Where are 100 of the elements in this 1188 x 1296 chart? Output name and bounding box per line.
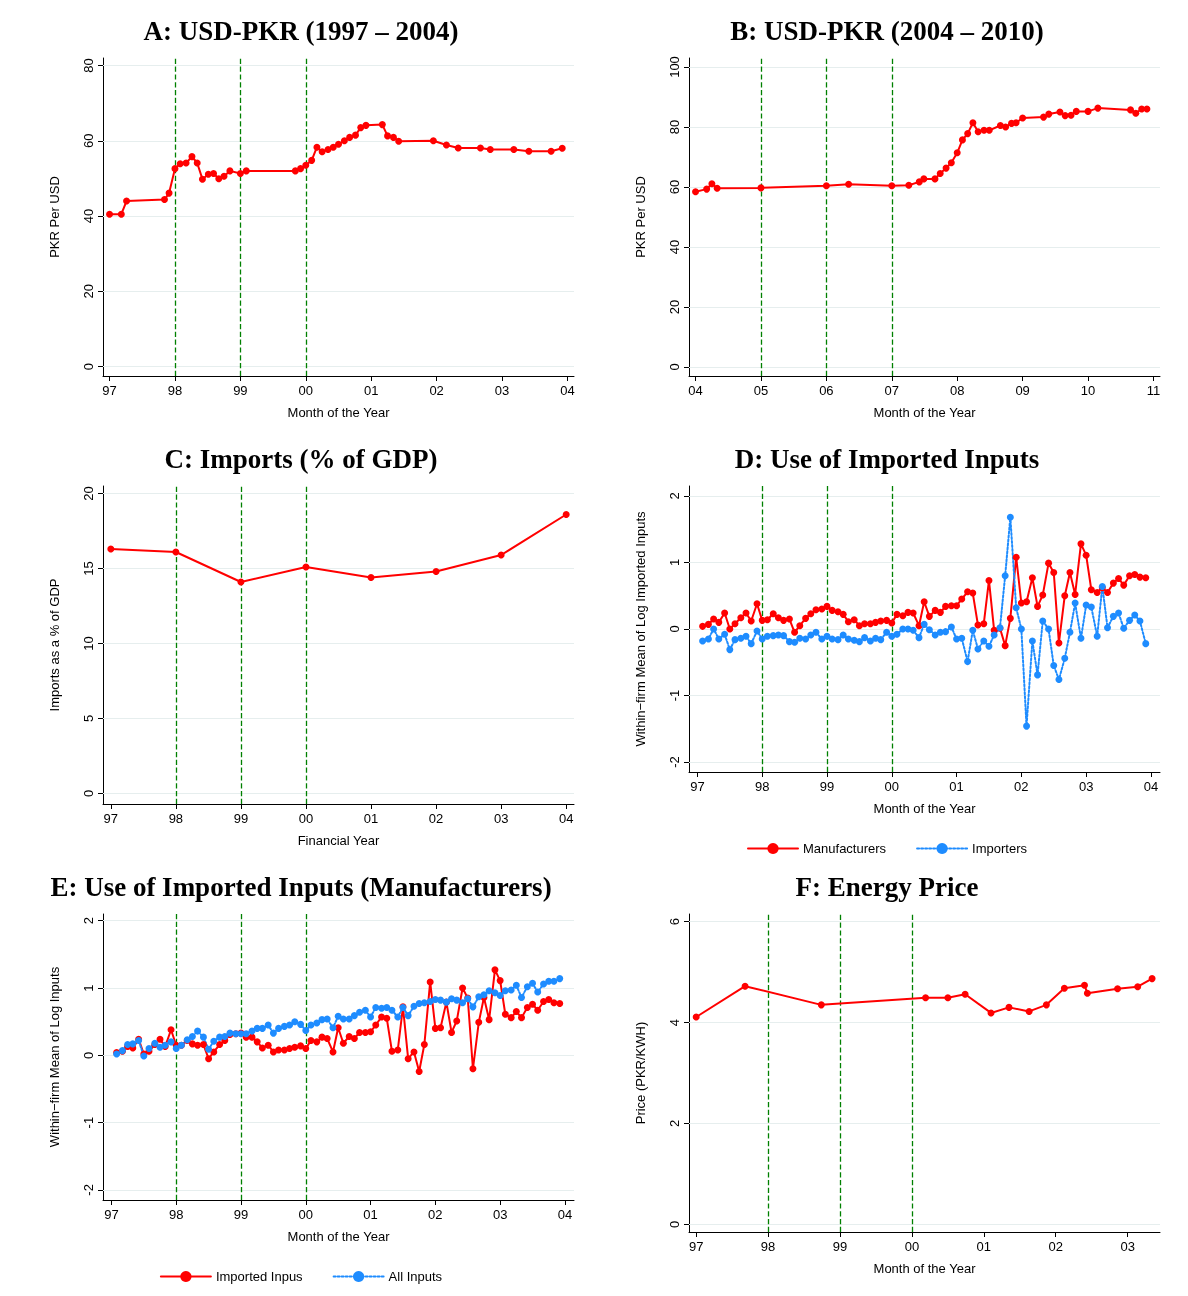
y-tick-label: 1	[81, 984, 96, 992]
x-tick-label: 08	[949, 383, 965, 398]
point	[703, 185, 711, 193]
chart-title: E: Use of Imported Inputs (Manufacturers)	[50, 871, 552, 902]
point	[1094, 104, 1102, 112]
x-tick-label: 04	[688, 383, 703, 398]
point	[352, 131, 360, 139]
x-axis-title: Month of the Year	[873, 1261, 977, 1276]
point	[947, 159, 955, 167]
chart-title: D: Use of Imported Inputs	[734, 443, 1040, 474]
point	[389, 133, 397, 141]
x-tick-label: 03	[493, 811, 509, 826]
point	[525, 147, 533, 155]
point	[1012, 119, 1020, 127]
x-tick-label: 04	[1143, 779, 1159, 794]
point	[1083, 989, 1091, 997]
x-tick-label: 97	[690, 779, 705, 794]
y-axis-title: PKR Per USD	[47, 176, 62, 258]
point	[117, 210, 125, 218]
point	[454, 144, 462, 152]
point	[297, 165, 305, 173]
point	[313, 143, 321, 151]
y-tick-label: 40	[81, 208, 96, 224]
point	[1002, 123, 1010, 131]
y-tick-label: 40	[667, 239, 682, 255]
x-tick-label: 00	[298, 811, 314, 826]
point	[340, 137, 348, 145]
x-tick-label: 04	[560, 383, 575, 398]
y-axis-title: PKR Per USD	[633, 176, 648, 258]
point	[176, 160, 184, 168]
y-tick-label: 20	[81, 284, 96, 299]
y-tick-label: 2	[81, 917, 96, 925]
point	[106, 210, 114, 218]
point	[346, 133, 354, 141]
point	[822, 182, 830, 190]
point	[1114, 985, 1122, 993]
point	[958, 136, 966, 144]
y-tick-label: 10	[81, 636, 96, 651]
point	[429, 137, 437, 145]
point	[357, 124, 365, 132]
legend-label: Importers	[972, 841, 1028, 856]
y-axis-title: Within−firm Mean of Log Imported Inputs	[633, 510, 648, 747]
point	[1134, 983, 1142, 991]
y-tick-label: 0	[81, 362, 96, 371]
x-tick-label: 02	[1014, 779, 1029, 794]
x-tick-label: 01	[976, 1239, 992, 1254]
x-tick-label: 97	[104, 1207, 119, 1222]
x-tick-label: 98	[754, 779, 770, 794]
point	[741, 982, 749, 990]
y-axis-title: Imports as a % of GDP	[47, 578, 62, 712]
chart-title: A: USD-PKR (1997 – 2004)	[143, 15, 459, 46]
x-tick-label: 98	[168, 1207, 184, 1222]
y-tick-label: 4	[667, 1018, 682, 1027]
point	[964, 130, 972, 138]
y-tick-label: 0	[667, 363, 682, 371]
x-axis-title: Month of the Year	[287, 1229, 391, 1244]
y-tick-label: 6	[667, 917, 682, 926]
x-tick-label: 97	[688, 1239, 704, 1254]
point	[188, 153, 196, 161]
x-tick-label: 10	[1080, 383, 1096, 398]
y-tick-label: 100	[667, 56, 682, 78]
y-tick-label: 0	[81, 1051, 96, 1059]
x-tick-label: 01	[363, 811, 379, 826]
point	[335, 140, 342, 148]
point	[302, 161, 310, 169]
x-tick-label: 98	[167, 383, 183, 398]
point	[974, 128, 982, 136]
x-tick-label: 02	[428, 1207, 443, 1222]
y-tick-label: 15	[81, 561, 96, 576]
y-tick-label: 2	[667, 1119, 682, 1128]
point	[367, 574, 375, 581]
legend-label: All Inputs	[388, 1269, 443, 1284]
point	[1025, 1007, 1033, 1015]
y-tick-label: 80	[667, 119, 682, 135]
x-tick-label: 99	[233, 811, 249, 826]
x-tick-label: 09	[1015, 383, 1030, 398]
y-tick-label: -2	[667, 756, 682, 768]
point	[692, 188, 700, 196]
x-tick-label: 02	[428, 811, 444, 826]
x-tick-label: 01	[363, 383, 379, 398]
y-tick-label: 60	[667, 179, 682, 195]
x-tick-label: 99	[832, 1239, 848, 1254]
point	[510, 145, 518, 153]
x-tick-label: 04	[558, 811, 574, 826]
point	[476, 144, 484, 152]
chart-title: C: Imports (% of GDP)	[164, 443, 438, 474]
y-axis-title: Price (PKR/KWH)	[633, 1021, 648, 1125]
point	[242, 167, 250, 175]
y-tick-label: -2	[81, 1184, 96, 1196]
point	[936, 170, 944, 177]
point	[1042, 1001, 1050, 1009]
y-tick-label: 0	[667, 1220, 682, 1229]
point	[1127, 106, 1135, 114]
point	[1061, 112, 1069, 120]
point	[215, 175, 223, 183]
point	[362, 121, 370, 129]
x-axis-title: Month of the Year	[287, 405, 391, 420]
point	[562, 511, 570, 518]
x-tick-label: 05	[753, 383, 769, 398]
point	[486, 145, 494, 153]
